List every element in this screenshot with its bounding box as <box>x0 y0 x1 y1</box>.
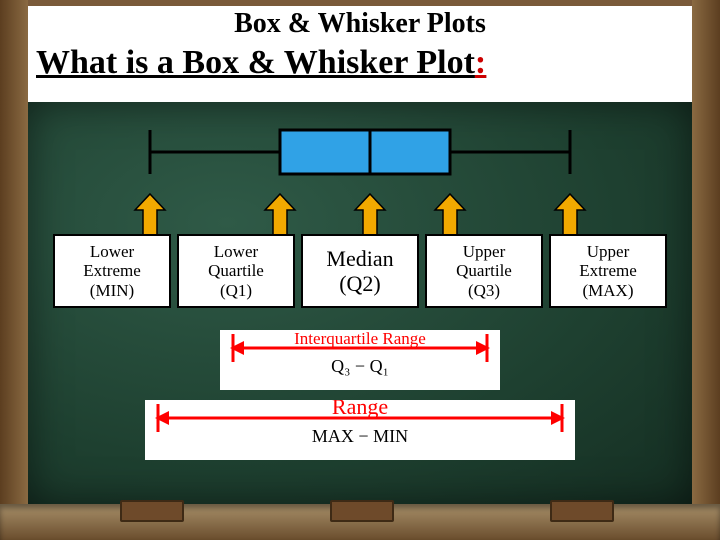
arrows-svg <box>30 190 690 240</box>
eraser <box>550 500 614 522</box>
svg-text:MAX − MIN: MAX − MIN <box>312 426 408 446</box>
iqr-panel: Interquartile Range Q₃ − Q₁ <box>220 330 500 390</box>
lbl3-l2: Quartile <box>456 261 512 280</box>
arrow-row <box>0 190 720 240</box>
lbl0-l3: (MIN) <box>90 281 134 300</box>
lbl0-l2: Extreme <box>83 261 141 280</box>
eraser <box>330 500 394 522</box>
sub-title: What is a Box & Whisker Plot: <box>36 44 486 82</box>
sub-title-text: What is a Box & Whisker Plot <box>36 44 475 81</box>
lbl4-l1: Upper <box>587 242 629 261</box>
boxplot-svg <box>70 112 650 192</box>
lbl4-l3: (MAX) <box>583 281 634 300</box>
lbl1-l1: Lower <box>214 242 258 261</box>
iqr-svg: Interquartile Range Q₃ − Q₁ <box>220 330 500 390</box>
lbl2-l1: Median <box>326 246 393 271</box>
lbl3-l1: Upper <box>463 242 505 261</box>
label-max: UpperExtreme(MAX) <box>549 234 667 308</box>
lbl4-l2: Extreme <box>579 261 637 280</box>
range-svg: Range MAX − MIN <box>145 400 575 460</box>
lbl3-l3: (Q3) <box>468 281 500 300</box>
label-min: LowerExtreme(MIN) <box>53 234 171 308</box>
main-title: Box & Whisker Plots <box>0 8 720 40</box>
svg-text:Range: Range <box>332 400 388 419</box>
label-row: LowerExtreme(MIN) LowerQuartile(Q1) Medi… <box>0 234 720 324</box>
sub-title-colon: : <box>475 44 486 81</box>
svg-text:Interquartile Range: Interquartile Range <box>294 330 426 348</box>
label-q3: UpperQuartile(Q3) <box>425 234 543 308</box>
lbl1-l2: Quartile <box>208 261 264 280</box>
boxplot-diagram <box>0 112 720 192</box>
range-panel: Range MAX − MIN <box>145 400 575 460</box>
svg-text:Q₃ − Q₁: Q₃ − Q₁ <box>331 356 389 376</box>
label-q1: LowerQuartile(Q1) <box>177 234 295 308</box>
lbl0-l1: Lower <box>90 242 134 261</box>
lbl2-l2: (Q2) <box>339 271 381 296</box>
label-median: Median(Q2) <box>301 234 419 308</box>
lbl1-l3: (Q1) <box>220 281 252 300</box>
eraser <box>120 500 184 522</box>
